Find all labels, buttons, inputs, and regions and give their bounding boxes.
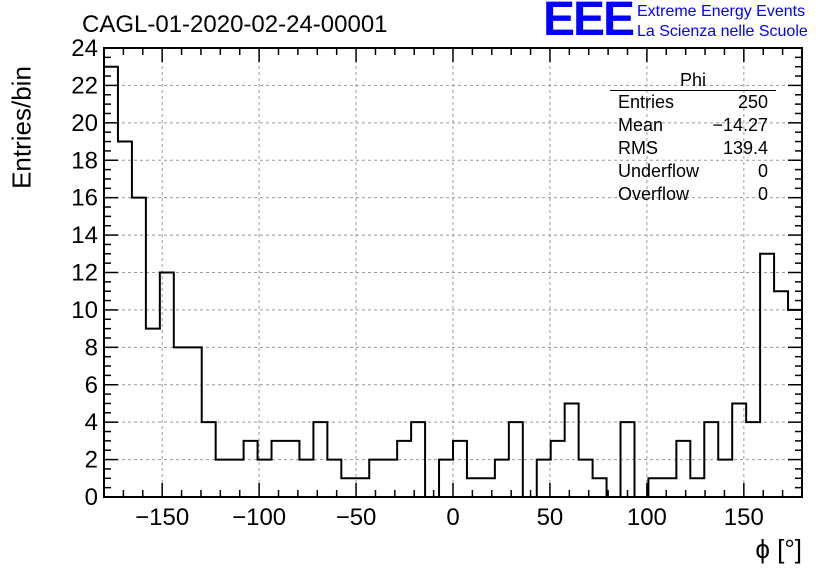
logo-line-1: Extreme Energy Events	[637, 3, 806, 20]
y-tick-label: 20	[71, 110, 98, 137]
chart-title: CAGL-01-2020-02-24-00001	[82, 11, 388, 38]
stats-title: Phi	[610, 70, 776, 91]
y-tick-label: 18	[71, 147, 98, 174]
x-tick-label: 50	[537, 504, 564, 531]
x-tick-label: 150	[724, 504, 764, 531]
stats-value: 0	[757, 184, 768, 204]
x-tick-label: −50	[336, 504, 377, 531]
stats-value: 139.4	[722, 138, 768, 158]
stats-label: Mean	[618, 115, 664, 135]
stats-row: Underflow 0	[610, 160, 776, 183]
stats-value: 250	[737, 92, 768, 112]
x-tick-label: −100	[232, 504, 286, 531]
histogram-outline	[103, 65, 803, 498]
logo-line-2: La Scienza nelle Scuole	[637, 23, 808, 40]
stats-box: Phi Entries 250 Mean −14.27 RMS 139.4 Under…	[610, 70, 776, 206]
x-tick-label: 100	[627, 504, 667, 531]
x-tick-labels: −150 −100 −50 0 50 100 150	[135, 504, 764, 531]
stats-value: −14.27	[712, 115, 768, 135]
y-tick-label: 22	[71, 72, 98, 99]
x-tick-label: 0	[446, 504, 459, 531]
stats-row: Mean −14.27	[610, 114, 776, 137]
y-tick-label: 8	[85, 334, 98, 361]
stats-label: Underflow	[618, 161, 700, 181]
y-tick-label: 24	[71, 35, 98, 62]
stats-label: Overflow	[618, 184, 690, 204]
stats-value: 0	[757, 161, 768, 181]
y-tick-label: 0	[85, 484, 98, 511]
y-tick-label: 14	[71, 222, 98, 249]
x-axis-label: ϕ [°]	[755, 534, 802, 564]
stats-row: Entries 250	[610, 91, 776, 114]
y-tick-label: 4	[85, 409, 98, 436]
stats-row: Overflow 0	[610, 183, 776, 206]
x-tick-label: −150	[135, 504, 189, 531]
y-tick-label: 2	[85, 447, 98, 474]
stats-label: RMS	[618, 138, 658, 158]
y-axis-label: Entries/bin	[6, 66, 37, 189]
plot-frame	[103, 47, 803, 498]
grid-lines	[104, 48, 802, 497]
y-tick-label: 6	[85, 372, 98, 399]
y-tick-label: 10	[71, 297, 98, 324]
axis-ticks	[103, 47, 803, 498]
y-tick-label: 16	[71, 185, 98, 212]
eee-logo: EEE	[543, 0, 635, 46]
y-tick-label: 12	[71, 260, 98, 287]
stats-row: RMS 139.4	[610, 137, 776, 160]
stats-label: Entries	[618, 92, 675, 112]
